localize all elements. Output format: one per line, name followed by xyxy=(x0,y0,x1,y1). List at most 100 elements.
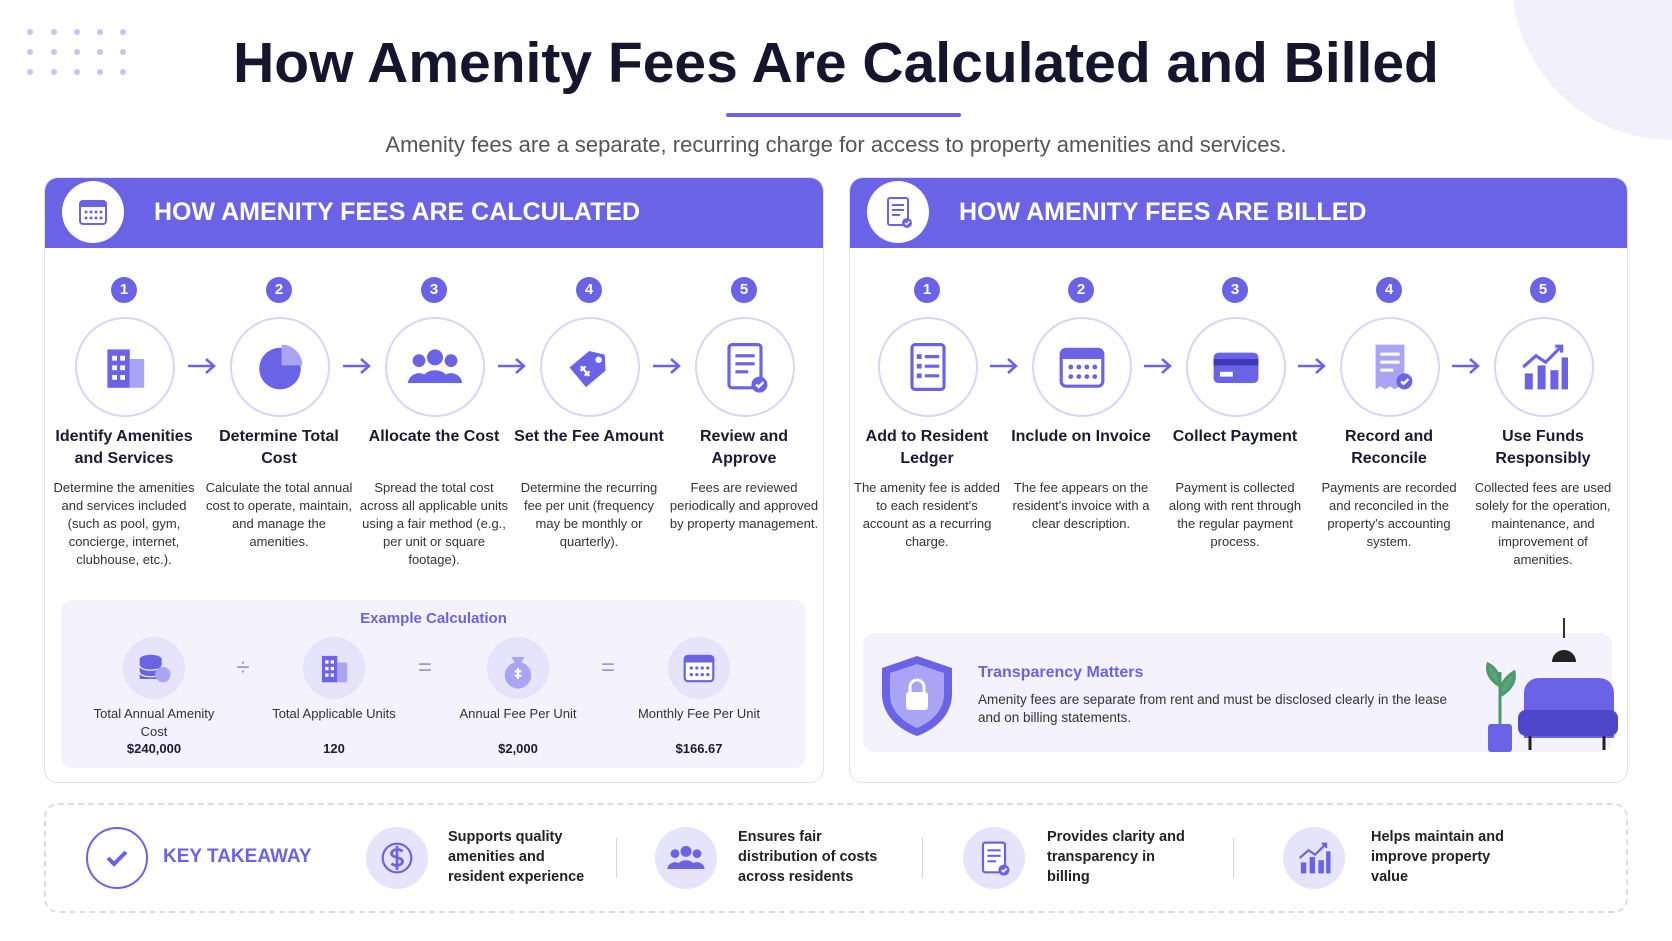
step-description: Payment is collected along with rent thr… xyxy=(1168,480,1302,549)
panel-icon xyxy=(62,181,124,243)
step-title: Collect Payment xyxy=(1172,428,1298,445)
panel-header xyxy=(850,178,1627,248)
step-description: Spread the total cost across all applica… xyxy=(359,480,509,567)
step-description: The fee appears on the resident's invoic… xyxy=(1012,480,1150,531)
step-icon xyxy=(1340,317,1440,417)
separator xyxy=(616,838,617,878)
step-icon xyxy=(1494,317,1594,417)
example-icon xyxy=(668,637,730,699)
example-title: Example Calculation xyxy=(360,610,507,627)
step-title: Review and Approve xyxy=(699,428,789,467)
icon xyxy=(910,343,946,391)
step-icon xyxy=(1032,317,1132,417)
step-description: Fees are reviewed periodically and appro… xyxy=(669,480,819,531)
shield xyxy=(876,652,958,743)
arrow-icon xyxy=(497,358,526,374)
arrow-icon xyxy=(1298,358,1326,374)
icon xyxy=(381,842,413,874)
step-title: Determine Total Cost xyxy=(219,428,339,467)
arrow xyxy=(1296,356,1328,381)
step-description: Calculate the total annual cost to opera… xyxy=(205,480,353,549)
arrow-icon xyxy=(1144,358,1172,374)
step-icon xyxy=(878,317,978,417)
operator: = xyxy=(417,654,432,681)
takeaway-icon xyxy=(86,827,148,889)
step-icon xyxy=(230,317,330,417)
furniture-icon xyxy=(1486,618,1618,752)
step-number: 3 xyxy=(421,277,447,303)
separator xyxy=(922,838,923,878)
step-title: Identify Amenities and Services xyxy=(55,428,193,467)
step-title: Include on Invoice xyxy=(1011,428,1151,445)
arrow-icon xyxy=(652,358,681,374)
note-text: Amenity fees are separate from rent and … xyxy=(978,692,1447,725)
step-description: Determine the recurring fee per unit (fr… xyxy=(520,480,658,549)
icon xyxy=(1213,352,1259,383)
takeaway-item: Ensures fair distribution of costs acros… xyxy=(738,829,878,885)
takeaway-box xyxy=(44,803,1628,913)
takeaway-item-icon xyxy=(366,827,428,889)
arrow xyxy=(496,356,528,381)
example-icon xyxy=(487,637,549,699)
icon xyxy=(504,657,532,689)
step-number: 4 xyxy=(1376,277,1402,303)
step-icon xyxy=(540,317,640,417)
icon xyxy=(1375,344,1413,390)
takeaway-item-icon xyxy=(963,827,1025,889)
operator: ÷ xyxy=(236,654,250,681)
step-title: Set the Fee Amount xyxy=(514,428,664,445)
takeaway-item-icon xyxy=(1283,827,1345,889)
icon xyxy=(106,850,128,867)
step-description: Determine the amenities and services inc… xyxy=(53,480,195,567)
operator: = xyxy=(600,654,615,681)
example-value: $2,000 xyxy=(498,741,538,756)
subtitle: Amenity fees are a separate, recurring c… xyxy=(385,132,1287,157)
arrow-icon xyxy=(1452,358,1480,374)
step-number: 3 xyxy=(1222,277,1248,303)
furniture xyxy=(1478,616,1628,761)
takeaway-item: Helps maintain and improve property valu… xyxy=(1371,829,1504,885)
icon xyxy=(981,841,1010,876)
example-icon xyxy=(123,637,185,699)
takeaway-item: Supports quality amenities and resident … xyxy=(448,829,585,885)
arrow xyxy=(1142,356,1174,381)
step-icon xyxy=(695,317,795,417)
step-number: 2 xyxy=(266,277,292,303)
arrow xyxy=(1450,356,1482,381)
step-number: 1 xyxy=(111,277,137,303)
step-icon xyxy=(385,317,485,417)
arrow xyxy=(988,356,1020,381)
note-box xyxy=(863,633,1612,752)
icon xyxy=(887,197,912,228)
icon xyxy=(107,349,145,388)
icon xyxy=(683,654,715,683)
step-icon xyxy=(1186,317,1286,417)
step-number: 4 xyxy=(576,277,602,303)
panel-icon xyxy=(867,181,929,243)
arrow xyxy=(341,356,373,381)
title: How Amenity Fees Are Calculated and Bill… xyxy=(233,31,1439,95)
panel-header xyxy=(45,178,823,248)
step-title: Use Funds Responsibly xyxy=(1495,428,1591,467)
step-title: Allocate the Cost xyxy=(368,428,500,445)
takeaway-item-icon xyxy=(655,827,717,889)
example-icon xyxy=(303,637,365,699)
panel-title: HOW AMENITY FEES ARE BILLED xyxy=(959,198,1367,226)
icon xyxy=(1298,842,1331,874)
step-icon xyxy=(75,317,175,417)
icon xyxy=(407,349,463,383)
example-label: Annual Fee Per Unit xyxy=(459,706,577,721)
takeaway-item: Provides clarity and transparency in bil… xyxy=(1047,829,1185,885)
step-description: Collected fees are used solely for the o… xyxy=(1474,480,1612,567)
icon xyxy=(667,845,705,869)
icon xyxy=(139,654,171,683)
icon xyxy=(79,200,107,225)
arrow xyxy=(651,356,683,381)
panel-title: HOW AMENITY FEES ARE CALCULATED xyxy=(154,198,641,226)
example-value: $240,000 xyxy=(126,741,182,756)
step-title: Add to Resident Ledger xyxy=(865,428,989,467)
example-value: 120 xyxy=(323,741,345,756)
step-number: 2 xyxy=(1068,277,1094,303)
